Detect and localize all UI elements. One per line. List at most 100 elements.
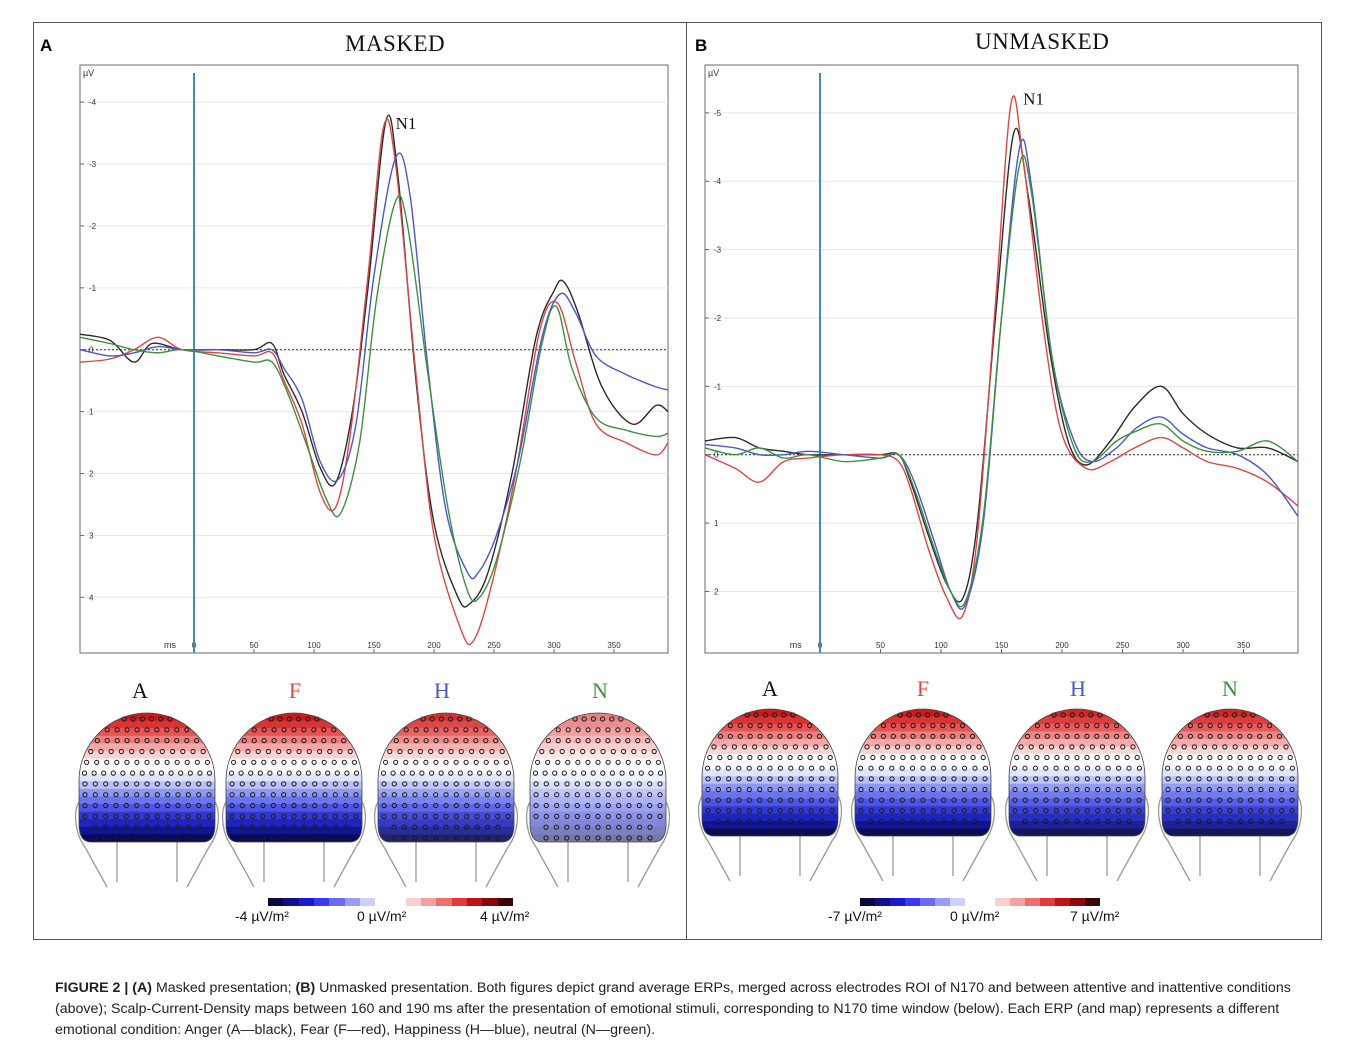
- colorbar-swatch: [890, 898, 905, 906]
- electrode-dot: [322, 802, 328, 809]
- electrode-dot: [951, 829, 957, 835]
- electrode-dot: [590, 716, 597, 722]
- electrode-dot: [1126, 829, 1132, 835]
- electrode-dot: [657, 770, 664, 776]
- caption-label: FIGURE 2 |: [55, 980, 129, 996]
- electrode-dot: [635, 759, 641, 765]
- scalp-band: [530, 713, 666, 722]
- scalp-outline: [529, 712, 667, 843]
- electrode-dot: [130, 770, 136, 776]
- scalp-band: [1009, 753, 1145, 763]
- electrode-dot: [889, 765, 895, 771]
- electrode-dot: [595, 759, 601, 765]
- electrode-dot: [605, 835, 612, 841]
- electrode-dot: [433, 781, 439, 787]
- electrode-dot: [1227, 765, 1233, 771]
- electrode-dot: [1064, 754, 1070, 761]
- scalp-band: [1009, 761, 1145, 770]
- electrode-dot: [725, 765, 732, 771]
- electrode-dot: [257, 770, 263, 776]
- electrode-dot: [473, 759, 479, 765]
- electrode-dot: [1053, 786, 1059, 793]
- electrode-dot: [798, 765, 804, 771]
- panel-a-condition-label-fear: F: [288, 678, 302, 703]
- electrode-dot: [1064, 829, 1070, 835]
- electrode-dot: [238, 770, 244, 776]
- y-tick-label: 0: [89, 346, 94, 355]
- electrode-dot: [705, 808, 711, 814]
- electrode-dot: [422, 835, 428, 841]
- electrode-dot: [134, 781, 140, 787]
- panel-divider: [686, 22, 687, 940]
- scalp-band: [702, 746, 838, 755]
- electrode-dot: [626, 813, 632, 820]
- y-tick-label: 4: [89, 593, 94, 602]
- electrode-dot: [543, 813, 549, 820]
- electrode-dot: [1186, 797, 1192, 803]
- electrode-dot: [707, 754, 713, 761]
- electrode-dot: [1279, 765, 1285, 771]
- electrode-dot: [1283, 744, 1289, 750]
- electrode-dot: [239, 781, 245, 787]
- electrode-dot: [1084, 723, 1090, 729]
- electrode-dot: [889, 829, 895, 835]
- electrode-dot: [1175, 818, 1181, 825]
- electrode-dot: [281, 759, 287, 765]
- electrode-dot: [260, 802, 266, 809]
- electrode-dot: [270, 792, 276, 798]
- electrode-dot: [165, 813, 171, 820]
- electrode-dot: [819, 786, 825, 793]
- electrode-dot: [1206, 797, 1212, 803]
- scalp-band: [1162, 828, 1298, 836]
- electrode-dot: [401, 835, 407, 841]
- electrode-dot: [347, 748, 353, 755]
- electrode-dot: [647, 824, 653, 830]
- electrode-dot: [1084, 829, 1091, 835]
- electrode-dot: [746, 818, 752, 825]
- electrode-dot: [899, 776, 905, 782]
- electrode-dot: [1074, 776, 1080, 782]
- electrode-dot: [92, 824, 98, 830]
- electrode-dot: [250, 792, 256, 798]
- electrode-dot: [1175, 776, 1181, 782]
- electrode-dot: [951, 786, 957, 793]
- scalp-band: [1009, 731, 1145, 740]
- panel-a-erp-chart: -4-3-2-101234µV050100150200250300350msN1: [79, 64, 669, 654]
- electrode-dot: [757, 754, 763, 761]
- colorbar-swatch: [390, 898, 406, 906]
- electrode-dot: [819, 797, 825, 803]
- electrode-dot: [84, 759, 90, 765]
- electrode-dot: [616, 802, 622, 809]
- electrode-dot: [635, 727, 641, 733]
- electrode-dot: [829, 797, 835, 803]
- electrode-dot: [581, 770, 587, 776]
- electrode-dot: [1079, 744, 1085, 750]
- scalp-band: [1162, 791, 1298, 800]
- colorbar-swatch: [935, 898, 950, 906]
- electrode-dot: [777, 829, 784, 835]
- electrode-dot: [312, 824, 318, 830]
- electrode-dot: [1237, 786, 1243, 793]
- electrode-dot: [429, 770, 435, 776]
- electrode-dot: [910, 786, 916, 793]
- electrode-dot: [82, 813, 88, 820]
- electrode-dot: [1074, 818, 1080, 825]
- scalp-outline: [1008, 708, 1146, 837]
- electrode-dot: [91, 770, 97, 776]
- scalp-band: [79, 713, 215, 722]
- electrode-dot: [930, 808, 936, 814]
- electrode-dot: [941, 818, 947, 825]
- scalp-band: [1162, 738, 1298, 748]
- electrode-dot: [889, 786, 895, 793]
- electrode-markers: [380, 716, 512, 841]
- scalp-band: [1162, 806, 1298, 815]
- electrode-dot: [900, 723, 906, 729]
- erp-line-neutral: [79, 195, 669, 603]
- electrode-dot: [600, 748, 606, 755]
- electrode-dot: [1095, 786, 1101, 793]
- electrode-dot: [787, 733, 793, 739]
- scalp-density-map: [702, 709, 838, 836]
- electrode-dot: [1268, 808, 1274, 814]
- electrode-dot: [1012, 808, 1018, 814]
- scalp-band: [1162, 709, 1298, 718]
